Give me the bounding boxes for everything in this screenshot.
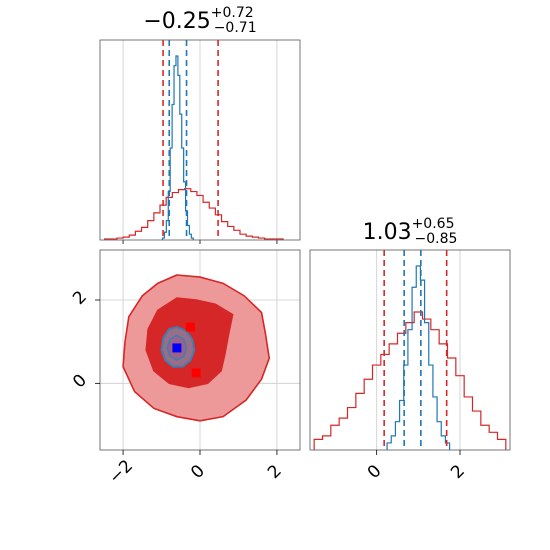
tick-label: 0: [364, 461, 386, 483]
tick-label: 0: [69, 370, 91, 392]
param1-title-value: −0.25: [143, 9, 210, 34]
panel-joint-2d: −2 0 2 02: [69, 249, 301, 488]
panel-joint-contours: [122, 274, 271, 422]
panel-param2-quantile-lines: [383, 250, 448, 450]
panel-param1-hist-frame: [99, 39, 301, 241]
param1-title-plus: +0.72: [211, 5, 254, 21]
panel-param2-hist-bars: [313, 265, 507, 450]
histogram-step-line: [161, 55, 194, 240]
tick-label: 2: [447, 461, 469, 483]
param2-title-value: 1.03: [363, 220, 412, 245]
histogram-step-line: [104, 188, 284, 240]
panel-param2-hist-frame: [309, 249, 511, 451]
panel-param2-hist-grid: [376, 250, 461, 450]
panel-joint-y-ticks: 02: [69, 287, 100, 392]
histogram-step-line: [386, 265, 451, 450]
tick-label: 2: [264, 461, 286, 483]
point-marker: [185, 322, 195, 332]
param2-title-minus: −0.85: [414, 231, 457, 247]
panel-param1-hist-grid: [122, 40, 278, 244]
tick-label: 2: [69, 287, 91, 309]
panel-param1-quantile-lines: [162, 40, 219, 240]
panel-param1-hist: −0.25+0.72 −0.71: [99, 5, 301, 244]
param2-title: 1.03+0.65 −0.85: [363, 216, 458, 247]
param1-title-minus: −0.71: [214, 20, 257, 36]
tick-label: 0: [187, 461, 209, 483]
histogram-step-line: [313, 311, 507, 450]
tick-label: −2: [105, 456, 137, 488]
panel-joint-x-ticks: −2 0 2: [105, 450, 286, 488]
param1-title: −0.25+0.72 −0.71: [143, 5, 256, 36]
point-marker: [172, 343, 182, 353]
panel-joint-markers: [172, 322, 201, 378]
panel-param1-hist-bars: [104, 55, 284, 240]
param2-title-plus: +0.65: [412, 216, 455, 232]
point-marker: [191, 368, 201, 378]
panel-param2-hist-background: [310, 250, 510, 450]
